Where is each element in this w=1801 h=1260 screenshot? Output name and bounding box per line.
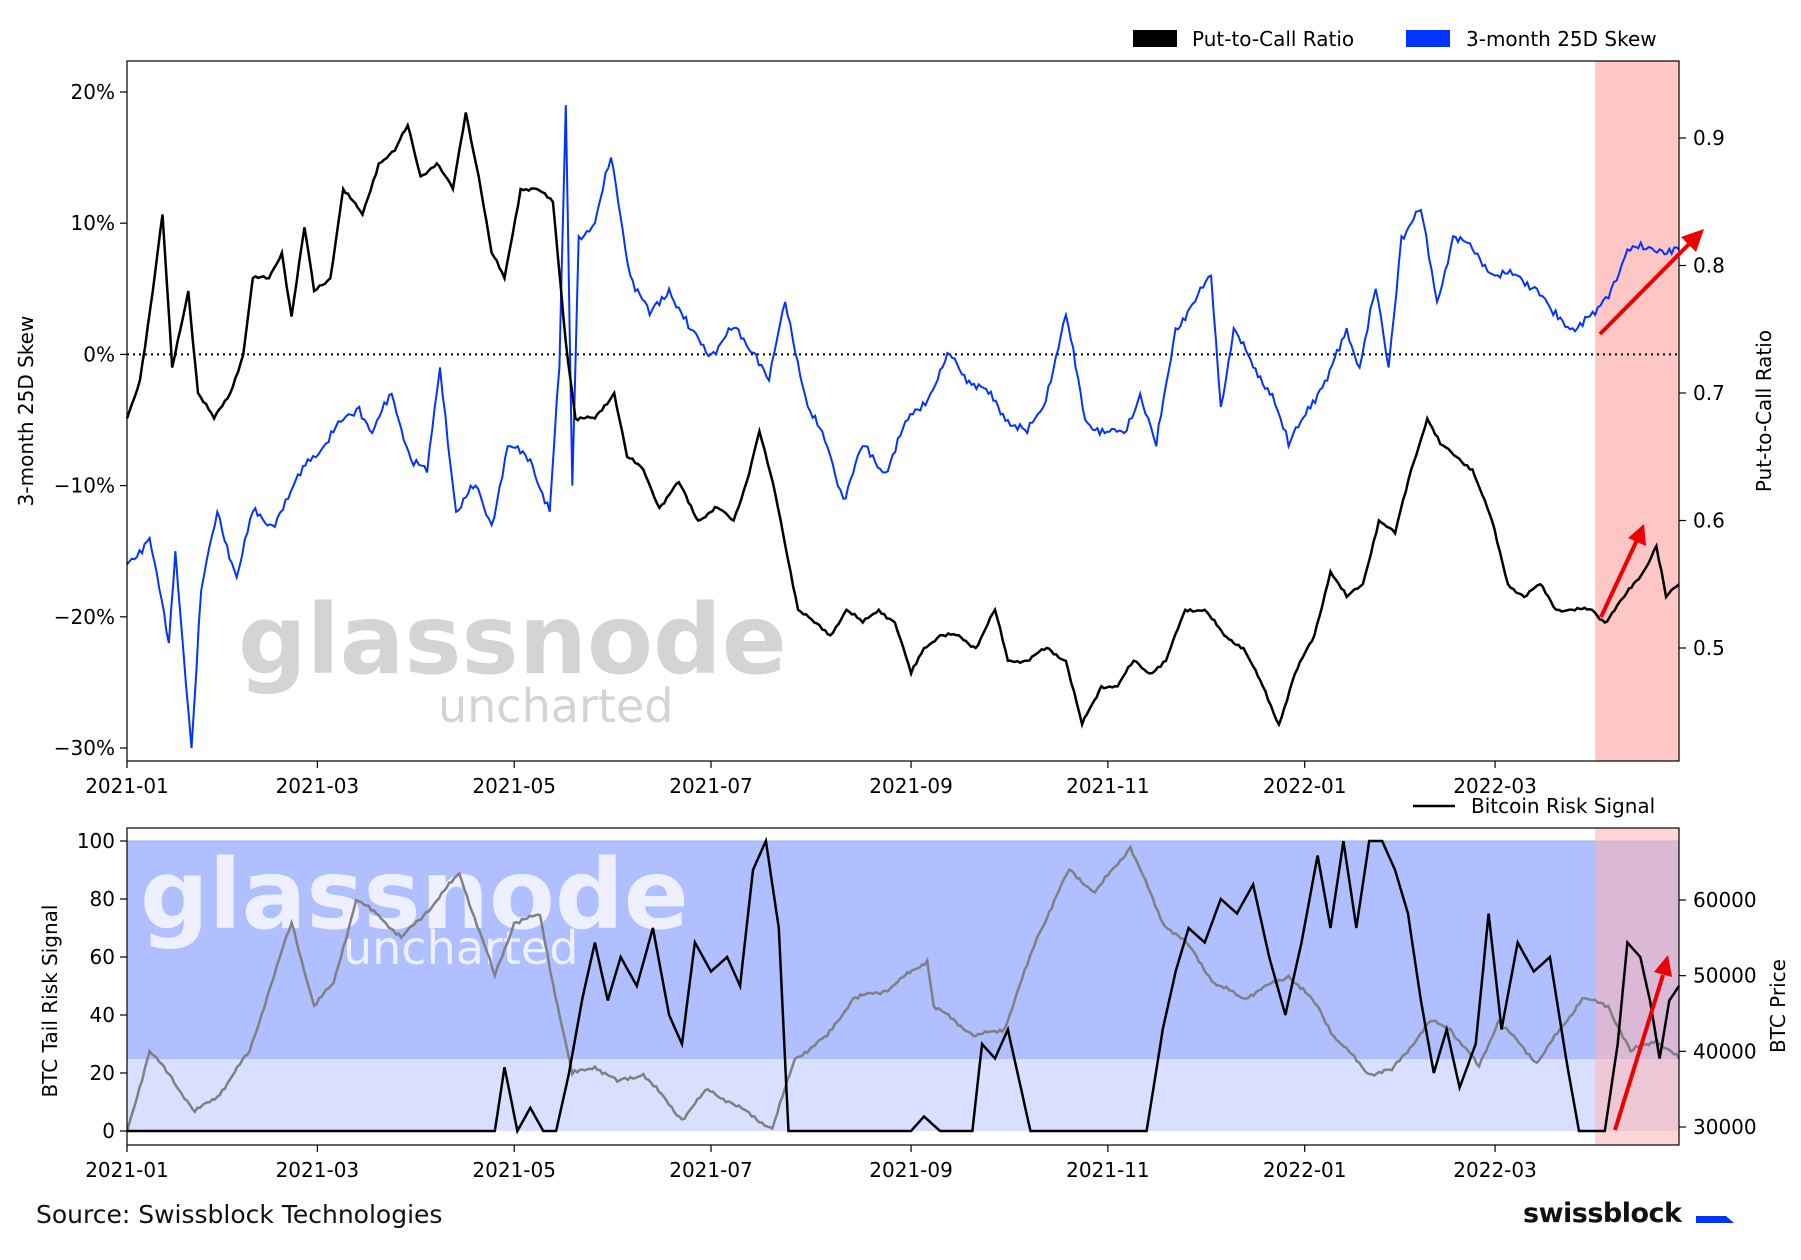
watermark-main: glassnode — [238, 584, 787, 696]
put-call-line — [125, 112, 1680, 729]
y-tick-label-right: 0.7 — [1693, 381, 1725, 405]
y-tick-label: −10% — [54, 474, 115, 498]
x-tick-label: 2021-07 — [669, 1158, 753, 1182]
arrow-put-call-head — [1628, 524, 1646, 546]
y-axis-right-top: 0.9 0.8 0.7 0.6 0.5 — [1679, 126, 1725, 660]
legend-label-risk: Bitcoin Risk Signal — [1471, 794, 1655, 818]
x-tick-label: 2021-09 — [869, 1158, 953, 1182]
y-tick-label: 80 — [90, 887, 115, 911]
legend-swatch-put-call — [1133, 30, 1177, 47]
x-tick-label: 2021-11 — [1066, 1158, 1150, 1182]
y-tick-label-right: 0.8 — [1693, 254, 1725, 278]
legend-label-put-call: Put-to-Call Ratio — [1192, 27, 1354, 51]
y-tick-label: 20 — [90, 1061, 115, 1085]
x-tick-label: 2021-11 — [1066, 774, 1150, 798]
x-tick-label: 2022-01 — [1263, 1158, 1347, 1182]
x-tick-label: 2021-05 — [472, 1158, 556, 1182]
brand-mark-icon — [1696, 1216, 1734, 1223]
watermark-sub-bottom: uncharted — [343, 921, 578, 975]
y-tick-label: 0 — [102, 1119, 115, 1143]
legend-swatch-skew — [1406, 30, 1450, 47]
y-tick-label: 60 — [90, 945, 115, 969]
plot-frame-top — [126, 60, 1680, 762]
watermark-sub: uncharted — [438, 679, 673, 733]
y-tick-label-right: 60000 — [1693, 888, 1757, 912]
y-tick-label-right: 40000 — [1693, 1039, 1757, 1063]
y-tick-label: 40 — [90, 1003, 115, 1027]
y-tick-label-right: 0.5 — [1693, 636, 1725, 660]
brand-logo: swissblock — [1523, 1198, 1682, 1229]
y-axis-left-top: 20% 10% 0% −10% −20% −30% — [54, 80, 127, 760]
risk-signal-line — [127, 836, 1681, 1135]
legend-bottom: Bitcoin Risk Signal — [1413, 794, 1655, 818]
arrow-risk — [1613, 974, 1665, 1131]
legend-top: Put-to-Call Ratio 3-month 25D Skew — [1133, 27, 1657, 51]
y-tick-label: 20% — [71, 80, 115, 104]
highlight-band-top — [1595, 61, 1679, 761]
trend-arrow-bottom — [1613, 955, 1672, 1131]
x-tick-label: 2021-01 — [85, 774, 169, 798]
y-label-skew: 3-month 25D Skew — [14, 316, 38, 507]
y-tick-label: 100 — [77, 829, 115, 853]
risk-panel: glassnode uncharted 2021-01 2021-03 2021-0… — [38, 794, 1790, 1182]
y-tick-label-right: 30000 — [1693, 1115, 1757, 1139]
y-label-btc-price: BTC Price — [1766, 959, 1790, 1053]
y-tick-label: −20% — [54, 605, 115, 629]
x-tick-label: 2022-01 — [1263, 774, 1347, 798]
arrow-put-call — [1599, 539, 1639, 618]
skew-line — [126, 105, 1680, 749]
y-tick-label-right: 0.6 — [1693, 509, 1725, 533]
legend-label-skew: 3-month 25D Skew — [1466, 27, 1657, 51]
arrow-skew-head — [1681, 229, 1704, 252]
x-tick-label: 2021-03 — [276, 1158, 360, 1182]
y-tick-label-right: 0.9 — [1693, 126, 1725, 150]
btc-price-line — [125, 844, 1681, 1132]
arrow-risk-head — [1654, 955, 1672, 977]
skew-panel: 2021-01 2021-03 2021-05 2021-07 2021-09 2021-… — [14, 27, 1776, 798]
x-tick-label: 2021-07 — [669, 774, 753, 798]
y-axis-right-bottom: 60000 50000 40000 30000 — [1679, 888, 1757, 1139]
highlight-band-bottom — [1595, 828, 1679, 1145]
x-axis-top: 2021-01 2021-03 2021-05 2021-07 2021-09 2021-… — [85, 761, 1537, 798]
trend-arrows-top — [1598, 229, 1704, 618]
plot-frame-bottom — [126, 827, 1680, 1146]
watermark-main-bottom: glassnode — [140, 839, 689, 951]
x-tick-label: 2021-09 — [869, 774, 953, 798]
y-tick-label: −30% — [54, 736, 115, 760]
y-tick-label: 0% — [83, 342, 115, 366]
risk-zone-low — [127, 1058, 1679, 1131]
x-tick-label: 2021-05 — [472, 774, 556, 798]
y-tick-label-right: 50000 — [1693, 964, 1757, 988]
x-tick-label: 2021-01 — [85, 1158, 169, 1182]
y-label-tail-risk: BTC Tail Risk Signal — [38, 905, 62, 1098]
watermark-top: glassnode uncharted — [238, 584, 787, 733]
x-axis-bottom: 2021-01 2021-03 2021-05 2021-07 2021-09 2021-… — [85, 1145, 1537, 1182]
risk-zone-high — [126, 840, 1680, 1059]
x-tick-label: 2021-03 — [276, 774, 360, 798]
y-axis-left-bottom: 100 80 60 40 20 0 — [77, 829, 127, 1143]
x-tick-label: 2022-03 — [1453, 774, 1537, 798]
x-tick-label: 2022-03 — [1453, 1158, 1537, 1182]
watermark-bottom: glassnode uncharted — [140, 839, 689, 975]
y-tick-label: 10% — [71, 211, 115, 235]
source-note: Source: Swissblock Technologies — [36, 1200, 443, 1229]
y-label-put-call: Put-to-Call Ratio — [1752, 330, 1776, 492]
arrow-skew — [1598, 239, 1694, 336]
